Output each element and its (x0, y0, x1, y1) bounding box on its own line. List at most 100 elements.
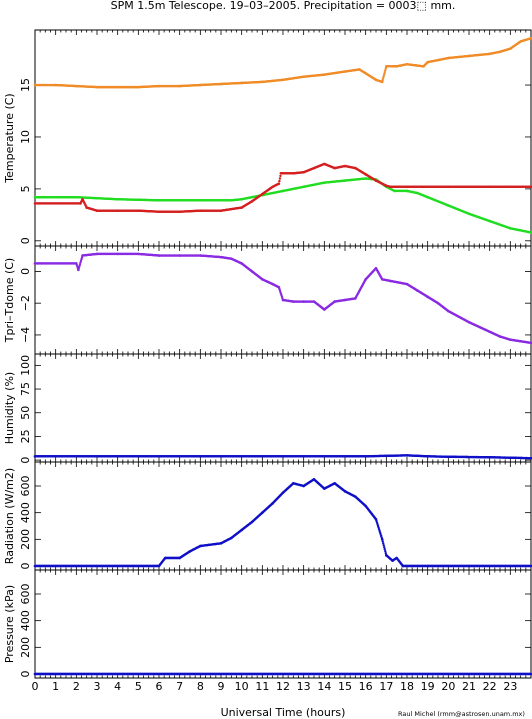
data-point (323, 162, 326, 166)
data-point (240, 262, 243, 265)
y-tick-label: 15 (19, 78, 32, 92)
data-point (358, 68, 361, 71)
data-point (385, 184, 388, 188)
data-point (323, 73, 326, 76)
y-tick-label: −2 (19, 295, 32, 311)
data-point (261, 80, 264, 84)
data-point (219, 82, 223, 86)
data-point (81, 254, 84, 257)
data-point (178, 254, 181, 257)
data-point (374, 179, 378, 182)
data-point (278, 179, 281, 183)
data-point (374, 266, 378, 270)
data-point (157, 254, 161, 257)
data-point (33, 195, 37, 199)
data-point (354, 297, 357, 300)
data-point (33, 262, 37, 265)
data-point (157, 199, 161, 202)
data-point (219, 209, 223, 212)
humidity-frame (34, 353, 532, 463)
data-point (33, 83, 37, 87)
series-temperature-0 (33, 37, 532, 89)
data-point (240, 206, 243, 209)
data-point (178, 210, 181, 214)
data-point (405, 185, 409, 189)
data-point (81, 197, 84, 201)
y-tick-label: 0 (19, 268, 32, 275)
y-tick-label: 100 (19, 355, 32, 376)
data-point (426, 195, 429, 199)
data-point (157, 210, 161, 214)
data-point (426, 60, 429, 64)
data-point (383, 70, 386, 74)
data-point (95, 252, 99, 256)
temperature-frame (34, 29, 532, 247)
data-point (279, 172, 283, 175)
data-point (199, 209, 202, 212)
data-point (240, 197, 243, 201)
data-point (380, 278, 384, 281)
data-point (292, 172, 295, 175)
data-point (467, 54, 471, 58)
data-point (488, 185, 491, 189)
data-point (79, 202, 82, 205)
data-point (385, 65, 388, 68)
y-tick-label: 25 (19, 429, 32, 443)
data-point (447, 185, 450, 189)
data-point (416, 191, 419, 195)
data-point (405, 282, 409, 286)
data-point (261, 192, 264, 196)
series-tpri-tdome-0 (33, 252, 532, 345)
data-point (447, 309, 450, 313)
data-point (278, 177, 282, 180)
data-point (426, 295, 429, 299)
series-temperature-2 (33, 162, 532, 214)
data-point (364, 173, 367, 176)
data-point (281, 189, 285, 193)
data-point (85, 206, 88, 209)
data-point (277, 285, 281, 289)
data-point (364, 177, 367, 180)
data-point (405, 62, 409, 66)
data-point (240, 81, 243, 85)
data-point (277, 182, 281, 185)
data-point (389, 279, 392, 283)
data-point (467, 212, 471, 216)
data-point (343, 298, 347, 302)
data-point (279, 174, 282, 178)
data-point (137, 252, 140, 256)
data-point (354, 166, 357, 170)
data-point (395, 65, 398, 68)
chart-title: SPM 1.5m Telescope. 19–03–2005. Precipit… (111, 0, 456, 12)
data-point (343, 164, 347, 168)
y-tick-label: 0 (19, 457, 32, 464)
data-point (75, 84, 78, 88)
data-point (312, 166, 316, 170)
data-point (178, 84, 181, 88)
data-point (219, 255, 223, 259)
data-point (509, 47, 512, 50)
data-point (343, 179, 347, 182)
data-point (281, 78, 285, 82)
data-point (343, 70, 347, 73)
data-point (509, 227, 512, 230)
data-point (383, 72, 386, 76)
data-point (519, 40, 522, 43)
data-point (302, 300, 305, 303)
y-tick-label: 50 (19, 406, 32, 420)
data-point (116, 209, 119, 212)
y-axis-label: Tpri–Tdome (C) (3, 258, 16, 343)
data-point (381, 78, 384, 82)
data-point (498, 50, 502, 54)
data-point (75, 195, 78, 199)
data-point (199, 83, 202, 87)
data-point (405, 189, 409, 193)
data-point (230, 199, 233, 202)
data-point (95, 85, 99, 89)
data-point (302, 185, 305, 189)
data-point (137, 209, 140, 212)
data-point (271, 185, 274, 189)
